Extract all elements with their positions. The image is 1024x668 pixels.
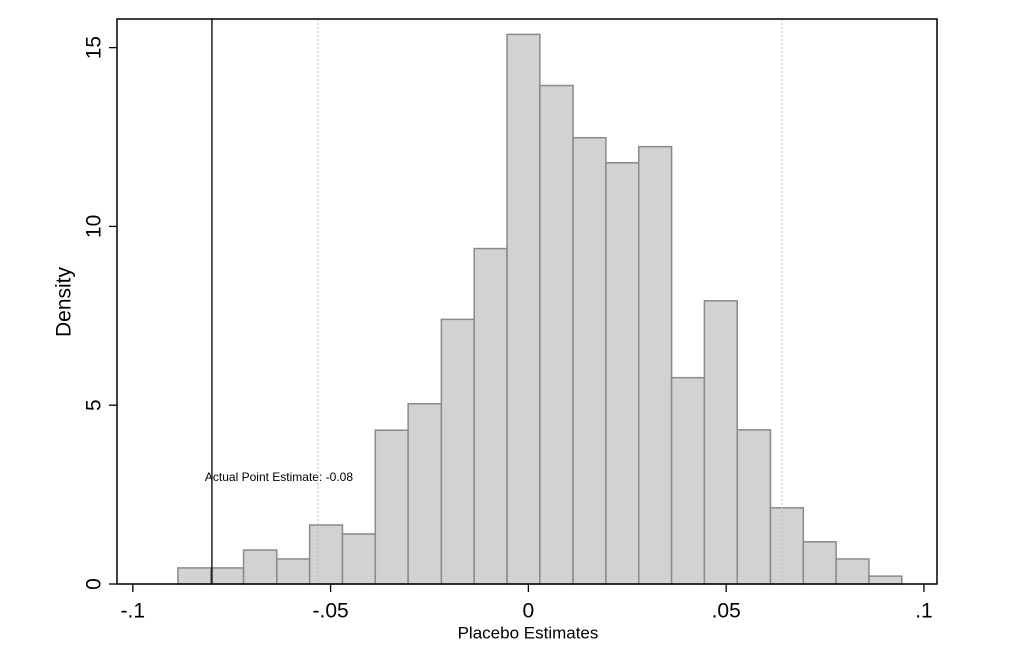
bar (374, 429, 409, 585)
y-tick-label: 5 (83, 399, 106, 411)
bar (703, 300, 738, 585)
bar (242, 549, 278, 585)
y-tick-label: 10 (83, 215, 106, 238)
x-tick-label: -.05 (313, 600, 349, 623)
bar (308, 524, 344, 585)
x-tick-label: .1 (915, 600, 933, 623)
bar (177, 567, 212, 585)
bar (539, 84, 574, 585)
bar (440, 318, 475, 585)
y-tick-label: 15 (83, 36, 106, 59)
x-axis-title: Placebo Estimates (458, 623, 599, 642)
bar (670, 376, 706, 585)
bar (835, 558, 870, 585)
plot-frame (116, 18, 938, 585)
bar (802, 541, 837, 585)
bar (605, 162, 640, 585)
bar (473, 247, 508, 585)
x-tick-label: .05 (712, 600, 741, 623)
bar (769, 507, 805, 585)
bar (407, 403, 443, 585)
bar (736, 429, 772, 585)
bar (868, 575, 903, 585)
bar (506, 33, 541, 585)
bar (276, 558, 311, 585)
annotation: Actual Point Estimate: -0.08 (205, 470, 353, 484)
y-axis-title: Density (53, 266, 76, 337)
y-tick-label: 0 (83, 578, 106, 590)
x-tick-label: 0 (523, 600, 535, 623)
x-tick-label: -.1 (121, 600, 146, 623)
bar (209, 567, 245, 585)
bar (341, 533, 377, 585)
bar (637, 145, 673, 585)
bar (572, 136, 607, 585)
